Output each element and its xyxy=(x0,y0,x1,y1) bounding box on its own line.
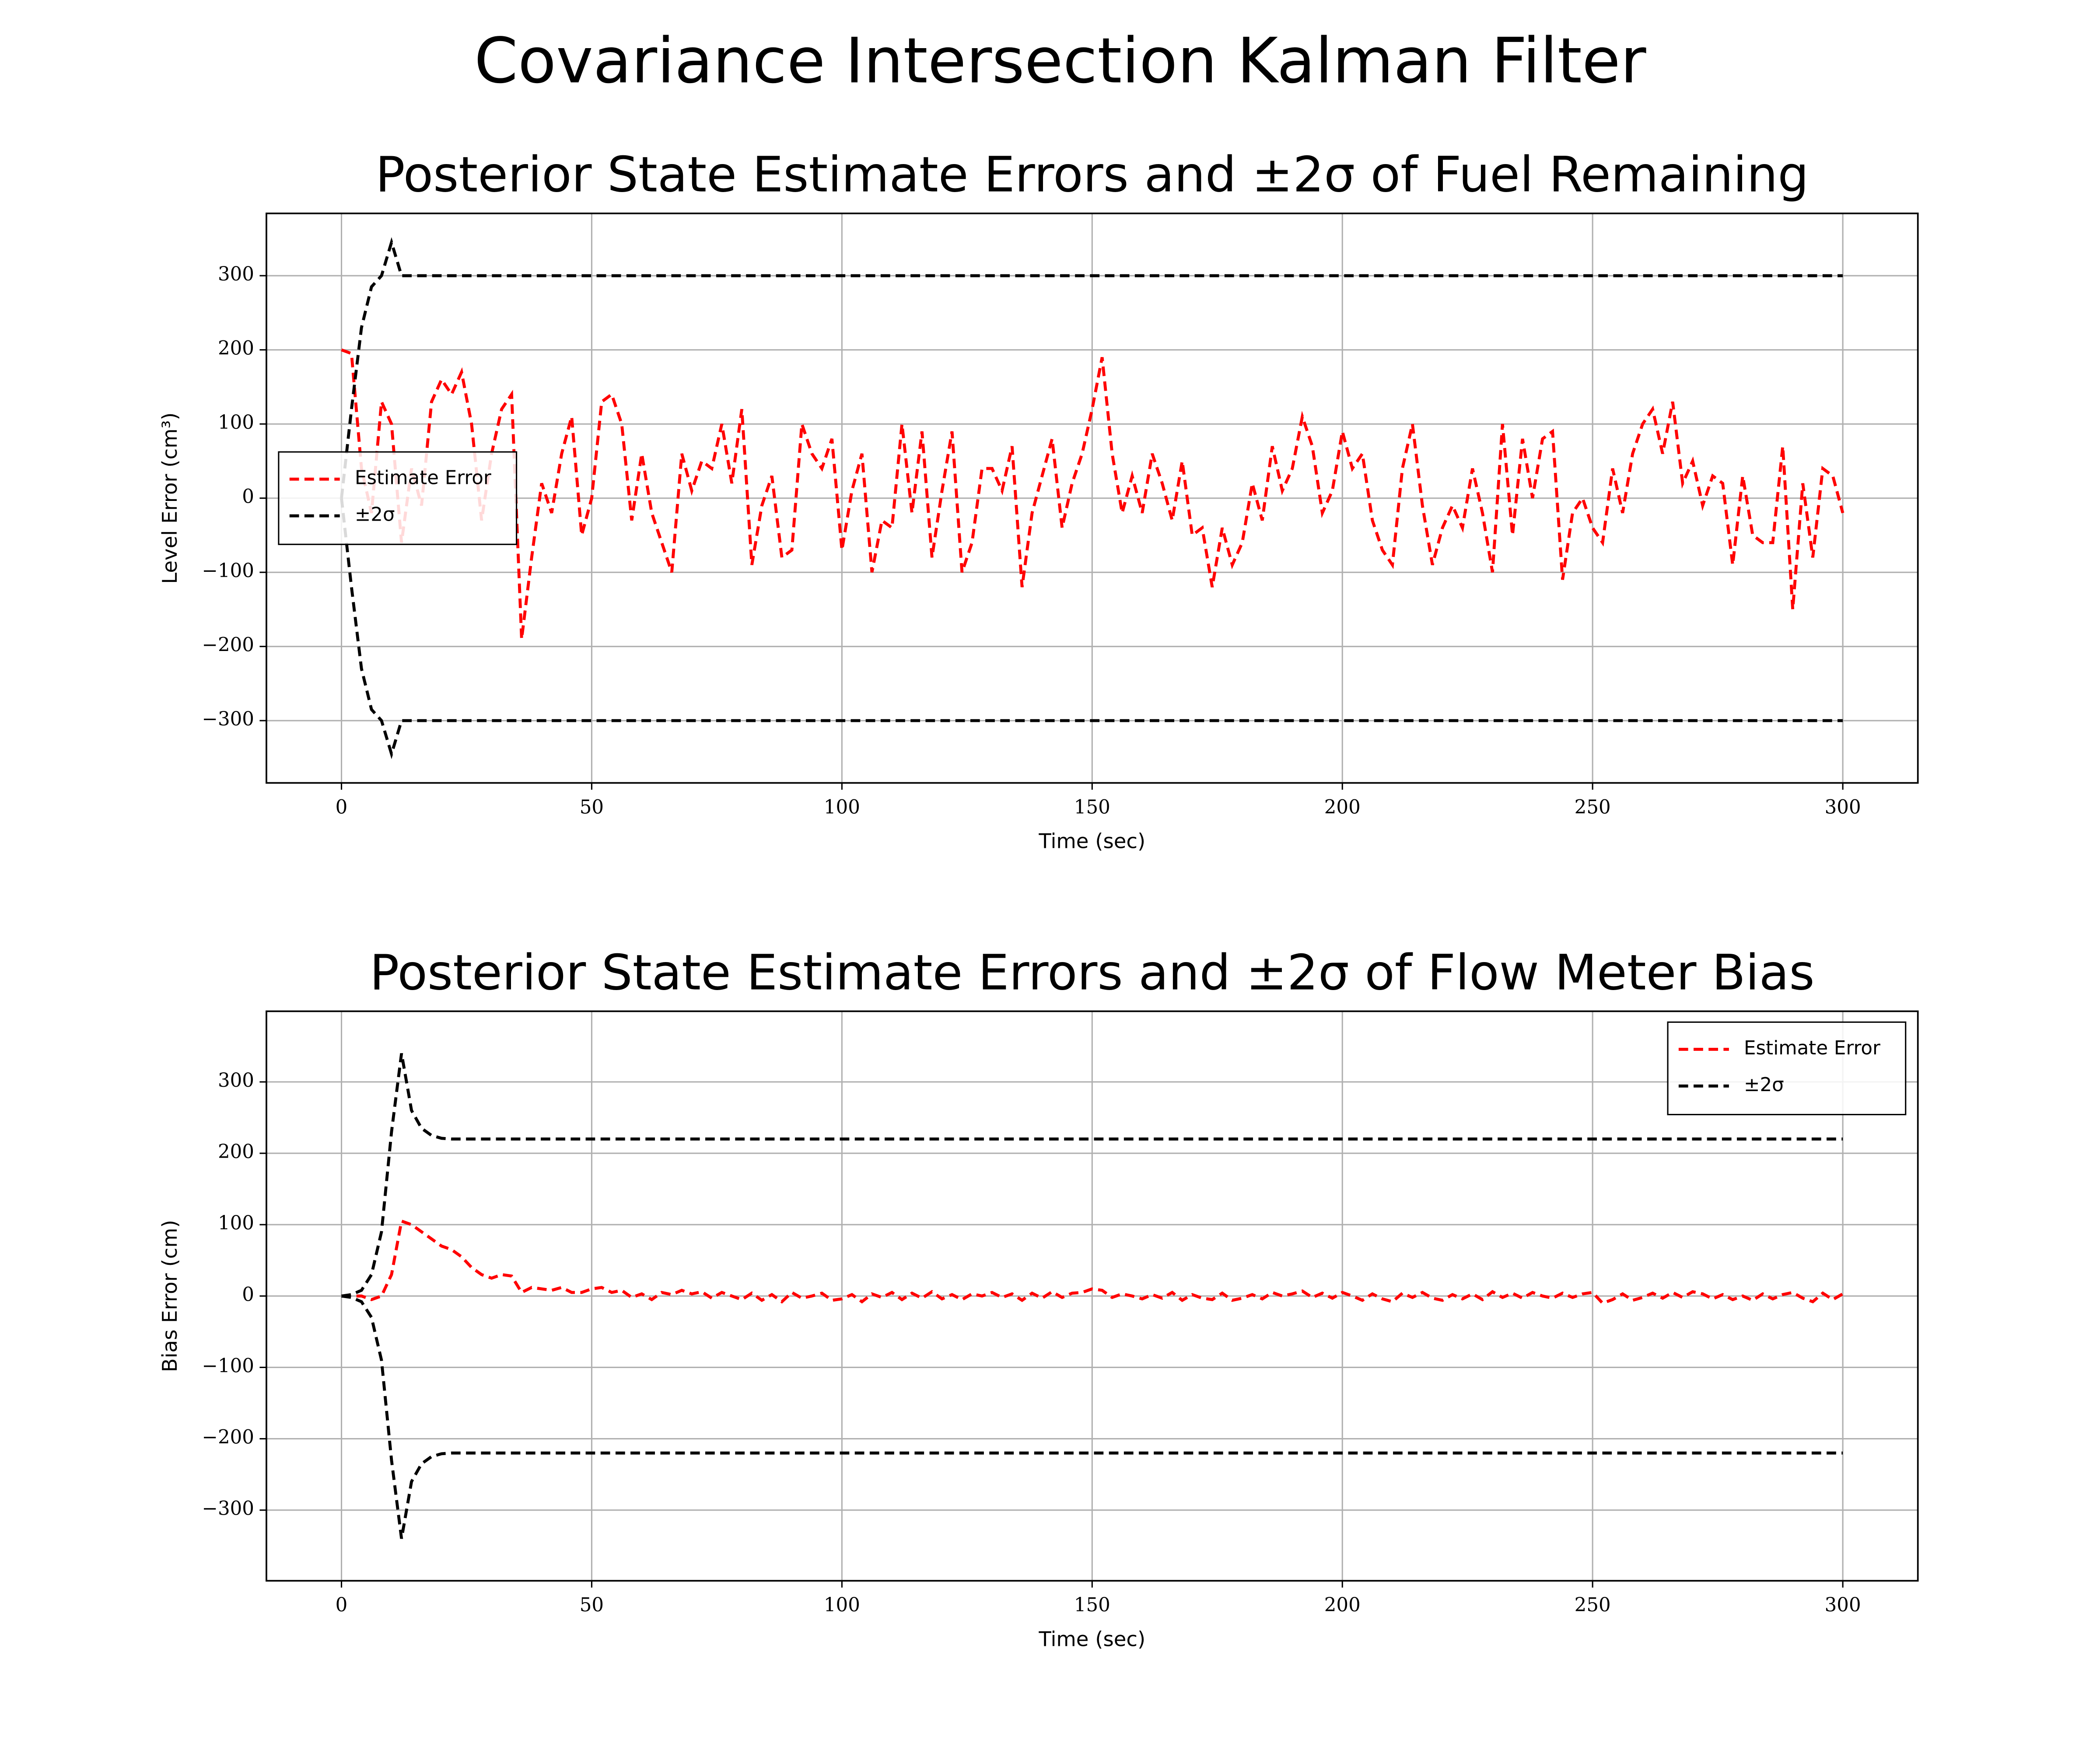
x-tick-label: 250 xyxy=(1575,1594,1611,1616)
legend-label: Estimate Error xyxy=(1744,1037,1880,1059)
y-tick-label: 300 xyxy=(218,1070,254,1092)
x-tick-label: 0 xyxy=(336,797,348,819)
series-line xyxy=(341,1219,1844,1305)
x-axis-label: Time (sec) xyxy=(1038,830,1145,853)
x-tick-label: 50 xyxy=(580,1594,604,1616)
legend-box xyxy=(278,451,518,545)
y-tick-label: −100 xyxy=(202,1355,254,1377)
y-tick-label: 200 xyxy=(218,338,254,360)
legend-label: ±2σ xyxy=(1744,1074,1784,1096)
series-line xyxy=(341,1294,1843,1539)
plot-frame xyxy=(266,212,1919,784)
y-tick-label: −100 xyxy=(202,560,254,582)
x-tick-label: 250 xyxy=(1575,797,1611,819)
y-tick-label: −200 xyxy=(202,1427,254,1449)
y-tick-label: 100 xyxy=(218,1212,254,1234)
series-line xyxy=(340,237,1843,499)
y-axis-label: Level Error (cm³) xyxy=(158,413,182,584)
x-tick-label: 50 xyxy=(580,797,604,819)
legend-label: Estimate Error xyxy=(355,467,491,489)
x-tick-label: 100 xyxy=(824,797,860,819)
y-tick-label: 100 xyxy=(218,412,254,434)
x-tick-label: 200 xyxy=(1324,1594,1361,1616)
legend-label: ±2σ xyxy=(355,504,395,526)
chart-title: Posterior State Estimate Errors and ±2σ … xyxy=(375,147,1809,203)
legend: Estimate Error ±2σ xyxy=(1667,1021,1907,1116)
y-tick-label: −200 xyxy=(202,634,254,656)
x-tick-label: 150 xyxy=(1074,797,1110,819)
y-tick-label: 0 xyxy=(242,486,254,508)
x-tick-label: 100 xyxy=(824,1594,860,1616)
x-tick-label: 0 xyxy=(336,1594,348,1616)
y-tick-label: 300 xyxy=(218,263,254,285)
plot-frame xyxy=(266,1010,1919,1582)
y-tick-label: 200 xyxy=(218,1141,254,1163)
y-axis-label: Bias Error (cm) xyxy=(158,1220,182,1372)
x-tick-label: 200 xyxy=(1324,797,1361,819)
legend-box xyxy=(1667,1021,1907,1116)
y-tick-label: −300 xyxy=(202,708,254,730)
series-line xyxy=(341,1053,1843,1298)
series-line xyxy=(340,498,1843,760)
x-tick-label: 150 xyxy=(1074,1594,1110,1616)
chart-title: Posterior State Estimate Errors and ±2σ … xyxy=(370,944,1815,1001)
y-tick-label: 0 xyxy=(242,1284,254,1306)
series-line xyxy=(341,348,1844,640)
x-axis-label: Time (sec) xyxy=(1038,1627,1145,1651)
x-tick-label: 300 xyxy=(1825,1594,1861,1616)
y-tick-label: −300 xyxy=(202,1498,254,1520)
legend: Estimate Error ±2σ xyxy=(278,451,518,545)
figure-title: Covariance Intersection Kalman Filter xyxy=(474,24,1646,97)
axes: Posterior State Estimate Errors and ±2σ … xyxy=(158,944,1919,1651)
x-tick-label: 300 xyxy=(1825,797,1861,819)
axes: Posterior State Estimate Errors and ±2σ … xyxy=(158,147,1919,853)
